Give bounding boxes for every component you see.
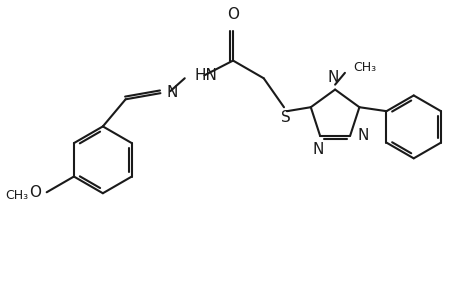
Text: HN: HN [194,68,217,83]
Text: CH₃: CH₃ [352,61,375,74]
Text: N: N [327,70,338,85]
Text: O: O [227,7,239,22]
Text: CH₃: CH₃ [5,189,28,202]
Text: S: S [280,110,290,125]
Text: N: N [356,128,368,143]
Text: O: O [29,185,41,200]
Text: N: N [166,85,177,100]
Text: N: N [312,142,323,157]
